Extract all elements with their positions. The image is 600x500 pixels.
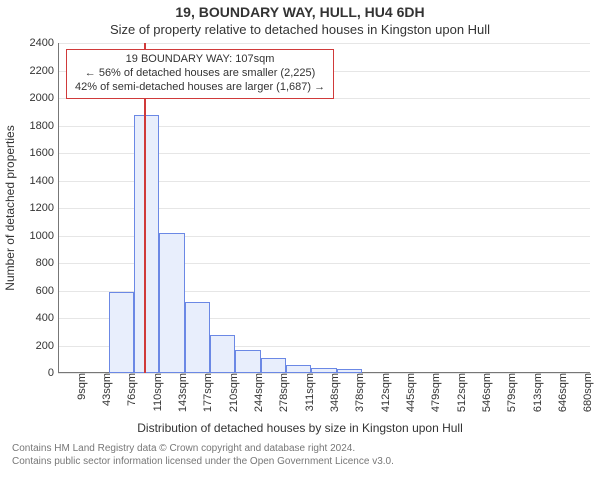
x-tick-label: 177sqm	[200, 373, 214, 412]
histogram-bar	[185, 302, 210, 374]
x-tick-label: 9sqm	[74, 373, 88, 400]
y-tick-label: 2400	[30, 37, 58, 49]
y-tick-label: 1800	[30, 120, 58, 132]
y-tick-label: 800	[36, 257, 58, 269]
annotation-line: ← 56% of detached houses are smaller (2,…	[75, 67, 325, 81]
page-subtitle: Size of property relative to detached ho…	[0, 22, 600, 38]
page-title: 19, BOUNDARY WAY, HULL, HU4 6DH	[0, 4, 600, 21]
x-tick-label: 244sqm	[251, 373, 265, 412]
y-tick-label: 400	[36, 312, 58, 324]
x-tick-label: 348sqm	[327, 373, 341, 412]
y-tick-label: 2000	[30, 92, 58, 104]
histogram-bar	[109, 292, 134, 373]
x-tick-label: 143sqm	[175, 373, 189, 412]
y-tick-label: 2200	[30, 65, 58, 77]
footer: Contains HM Land Registry data © Crown c…	[12, 443, 600, 468]
x-tick-label: 76sqm	[124, 373, 138, 406]
y-tick-label: 1400	[30, 175, 58, 187]
footer-line-1: Contains HM Land Registry data © Crown c…	[12, 443, 600, 456]
footer-line-2: Contains public sector information licen…	[12, 456, 600, 469]
histogram-bar	[134, 115, 159, 374]
gridline	[58, 43, 590, 44]
x-tick-label: 613sqm	[530, 373, 544, 412]
y-tick-label: 1000	[30, 230, 58, 242]
x-tick-label: 378sqm	[352, 373, 366, 412]
y-axis-line	[58, 43, 59, 373]
histogram-bar	[210, 335, 235, 374]
x-axis-label: Distribution of detached houses by size …	[0, 421, 600, 435]
annotation-box: 19 BOUNDARY WAY: 107sqm← 56% of detached…	[66, 49, 334, 98]
x-tick-label: 546sqm	[479, 373, 493, 412]
x-tick-label: 512sqm	[454, 373, 468, 412]
x-tick-label: 445sqm	[403, 373, 417, 412]
histogram-bar	[159, 233, 184, 373]
annotation-line: 42% of semi-detached houses are larger (…	[75, 81, 325, 95]
chart-area: Number of detached properties 0200400600…	[58, 43, 590, 373]
x-tick-label: 43sqm	[99, 373, 113, 406]
x-tick-label: 579sqm	[504, 373, 518, 412]
histogram-bar	[235, 350, 260, 373]
x-tick-label: 479sqm	[428, 373, 442, 412]
plot-region: 0200400600800100012001400160018002000220…	[58, 43, 590, 373]
x-tick-label: 210sqm	[226, 373, 240, 412]
x-tick-label: 278sqm	[276, 373, 290, 412]
y-tick-label: 0	[48, 367, 58, 379]
annotation-line: 19 BOUNDARY WAY: 107sqm	[75, 53, 325, 67]
x-tick-label: 110sqm	[150, 373, 164, 411]
x-tick-label: 412sqm	[378, 373, 392, 412]
x-tick-label: 680sqm	[580, 373, 594, 412]
histogram-bar	[261, 358, 286, 373]
y-tick-label: 200	[36, 340, 58, 352]
y-tick-label: 1600	[30, 147, 58, 159]
x-tick-label: 646sqm	[555, 373, 569, 412]
y-axis-label: Number of detached properties	[3, 126, 17, 291]
y-tick-label: 600	[36, 285, 58, 297]
y-tick-label: 1200	[30, 202, 58, 214]
x-tick-label: 311sqm	[302, 373, 316, 411]
